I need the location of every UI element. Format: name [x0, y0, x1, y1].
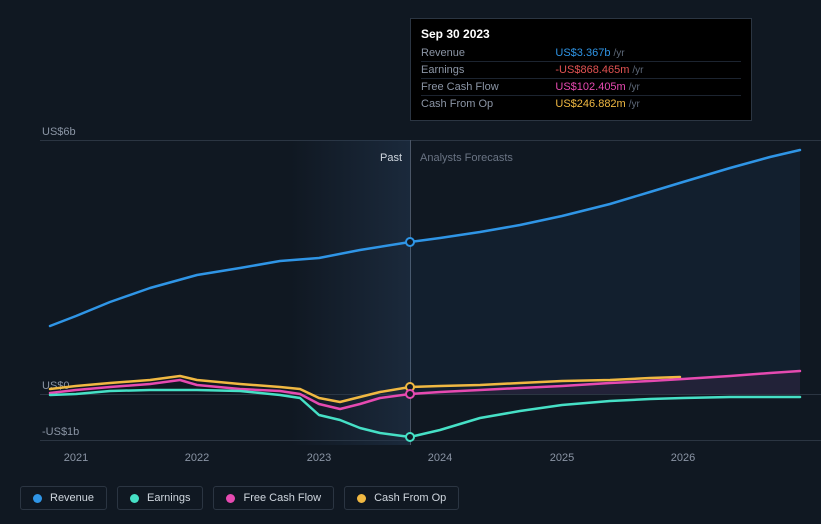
legend-swatch — [130, 494, 139, 503]
x-tick-label: 2021 — [64, 452, 88, 464]
legend-item-cfo[interactable]: Cash From Op — [344, 486, 459, 510]
marker-earnings — [405, 432, 415, 442]
tooltip-label: Revenue — [421, 45, 555, 62]
chart-tooltip: Sep 30 2023 Revenue US$3.367b/yr Earning… — [410, 18, 752, 121]
tooltip-label: Cash From Op — [421, 96, 555, 113]
legend-item-revenue[interactable]: Revenue — [20, 486, 107, 510]
legend-swatch — [357, 494, 366, 503]
tooltip-row-fcf: Free Cash Flow US$102.405m/yr — [421, 79, 741, 96]
x-tick-label: 2025 — [550, 452, 574, 464]
tooltip-label: Free Cash Flow — [421, 79, 555, 96]
x-tick-label: 2024 — [428, 452, 452, 464]
tooltip-value: US$102.405m/yr — [555, 79, 741, 96]
x-tick-label: 2026 — [671, 452, 695, 464]
x-tick-label: 2022 — [185, 452, 209, 464]
legend-swatch — [33, 494, 42, 503]
tooltip-value: US$3.367b/yr — [555, 45, 741, 62]
legend-label: Earnings — [147, 492, 190, 504]
x-tick-label: 2023 — [307, 452, 331, 464]
tooltip-row-cfo: Cash From Op US$246.882m/yr — [421, 96, 741, 113]
tooltip-row-earnings: Earnings -US$868.465m/yr — [421, 62, 741, 79]
tooltip-value: US$246.882m/yr — [555, 96, 741, 113]
legend-item-earnings[interactable]: Earnings — [117, 486, 203, 510]
legend-label: Cash From Op — [374, 492, 446, 504]
tooltip-row-revenue: Revenue US$3.367b/yr — [421, 45, 741, 62]
legend-label: Revenue — [50, 492, 94, 504]
legend-item-fcf[interactable]: Free Cash Flow — [213, 486, 334, 510]
legend-swatch — [226, 494, 235, 503]
chart-legend: Revenue Earnings Free Cash Flow Cash Fro… — [20, 486, 459, 510]
tooltip-label: Earnings — [421, 62, 555, 79]
tooltip-value: -US$868.465m/yr — [555, 62, 741, 79]
tooltip-date: Sep 30 2023 — [421, 27, 741, 41]
marker-revenue — [405, 237, 415, 247]
tooltip-table: Revenue US$3.367b/yr Earnings -US$868.46… — [421, 45, 741, 112]
legend-label: Free Cash Flow — [243, 492, 321, 504]
marker-fcf — [405, 389, 415, 399]
